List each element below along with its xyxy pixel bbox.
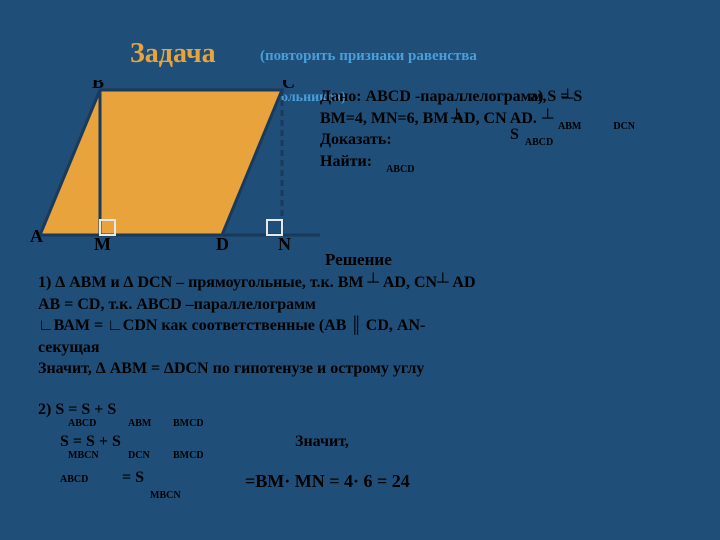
sol-l1: 1) ∆ АВМ и ∆ DCN – прямоугольные, т.к. В… — [38, 272, 698, 294]
sol-l2: АВ = СD, т.к. АВСD –параллелограмм — [38, 294, 698, 316]
label-b: B — [92, 80, 104, 92]
prove-block: a) S = S ┴ ABM DCN S ABCD — [530, 88, 635, 144]
sol-l4: секущая — [38, 337, 698, 359]
subtitle: (повторить признаки равенства — [260, 48, 477, 65]
sol-l5: Значит, ∆ АВМ = ∆DCN по гипотенузе и ост… — [38, 358, 698, 380]
given-l4: Найти: ABCD — [320, 151, 546, 173]
label-n: N — [278, 234, 291, 250]
solution-title: Решение — [325, 250, 392, 270]
label-d: D — [216, 234, 229, 250]
page-title: Задача — [130, 38, 216, 70]
given-l1: Дано: АВСD -параллелограмм, — [320, 86, 546, 108]
solution-block: 1) ∆ АВМ и ∆ DCN – прямоугольные, т.к. В… — [38, 272, 698, 380]
solution-part2: 2) S = S + S ABCD ABM BMCD S = S + S MBC… — [38, 398, 698, 488]
label-m: M — [94, 234, 111, 250]
sol-l3: ∟ВАМ = ∟СDN как соответственные (АВ ║ СD… — [38, 315, 698, 337]
geometry-diagram: A B C D M N — [30, 80, 320, 250]
label-c: C — [282, 80, 295, 92]
label-a: A — [30, 226, 43, 246]
